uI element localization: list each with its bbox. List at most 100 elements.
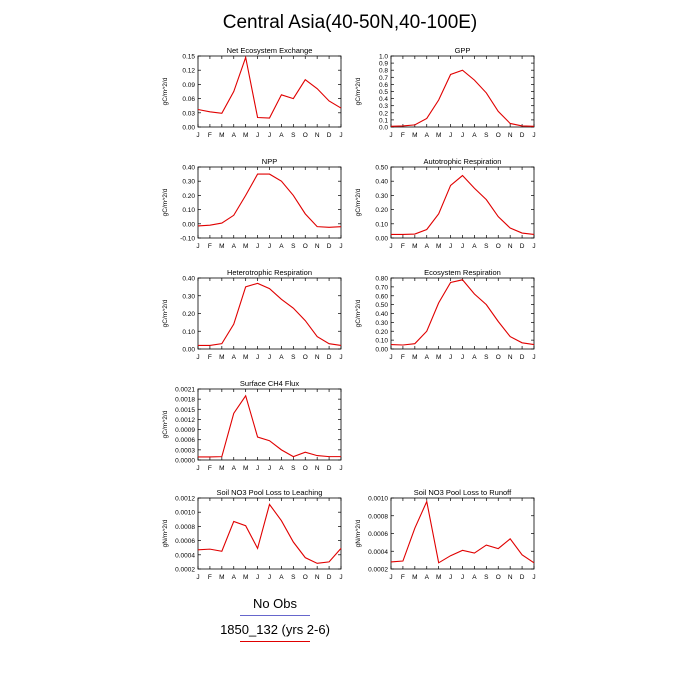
x-tick-label: A: [232, 132, 237, 139]
x-tick-label: A: [232, 354, 237, 361]
chart-svg: Soil NO3 Pool Loss to Leaching 0.0002 0.00…: [162, 488, 343, 581]
y-tick-label: 0.40: [182, 165, 195, 172]
x-tick-label: O: [496, 354, 501, 361]
x-tick-label: F: [401, 243, 405, 250]
y-tick-label: 0.0012: [175, 417, 195, 424]
y-tick-label: 0.0021: [175, 387, 195, 394]
x-tick-label: M: [412, 132, 417, 139]
x-tick-label: F: [401, 132, 405, 139]
x-tick-label: J: [389, 574, 392, 581]
legend-model: 1850_132 (yrs 2-6): [215, 622, 335, 646]
x-tick-label: M: [219, 354, 224, 361]
y-tick-label: 0.00: [375, 347, 388, 354]
x-tick-label: F: [208, 354, 212, 361]
x-tick-label: A: [279, 354, 284, 361]
y-tick-label: 0.20: [375, 329, 388, 336]
y-tick-label: 0.0002: [368, 567, 388, 574]
legend-obs: No Obs: [215, 596, 335, 620]
chart-svg: Net Ecosystem Exchange 0.00 0.03 0.06 0.09 0.…: [162, 46, 343, 139]
x-tick-label: A: [425, 132, 430, 139]
y-tick-label: 0.40: [375, 179, 388, 186]
x-tick-label: J: [196, 243, 199, 250]
x-tick-label: A: [279, 243, 284, 250]
y-tick-label: 0.0012: [175, 496, 195, 503]
x-tick-label: D: [327, 574, 332, 581]
x-tick-label: J: [461, 132, 464, 139]
x-tick-label: J: [532, 354, 535, 361]
y-tick-label: 0.0008: [368, 513, 388, 520]
x-tick-label: O: [303, 354, 308, 361]
x-tick-label: M: [219, 574, 224, 581]
x-tick-label: J: [461, 243, 464, 250]
x-tick-label: J: [256, 243, 259, 250]
x-tick-label: M: [243, 574, 248, 581]
y-tick-label: 0.0006: [175, 538, 195, 545]
y-tick-label: 0.0006: [175, 437, 195, 444]
y-tick-label: -0.10: [180, 236, 195, 243]
chart-title: Soil NO3 Pool Loss to Leaching: [217, 488, 323, 497]
x-tick-label: M: [412, 243, 417, 250]
y-tick-label: 0.09: [182, 82, 195, 89]
x-tick-label: J: [461, 574, 464, 581]
x-tick-label: S: [484, 132, 489, 139]
x-tick-label: J: [256, 354, 259, 361]
plot-frame: [390, 55, 535, 128]
chart-svg: Soil NO3 Pool Loss to Runoff 0.0002 0.0004…: [355, 488, 536, 581]
y-tick-label: 0.15: [182, 54, 195, 61]
x-tick-label: J: [268, 132, 271, 139]
x-tick-label: N: [508, 354, 513, 361]
figure-title: Central Asia(40-50N,40-100E): [222, 12, 478, 33]
y-axis-label: gC/m^2/d: [162, 410, 169, 438]
panel-surface-ch4-flux: Surface CH4 Flux 0.0000 0.0003 0.0006 0.0009…: [162, 379, 343, 479]
x-tick-label: S: [291, 132, 296, 139]
y-tick-label: 0.10: [182, 329, 195, 336]
y-tick-label: 0.40: [182, 276, 195, 283]
series-line: [197, 503, 342, 564]
x-tick-label: A: [279, 465, 284, 472]
x-tick-label: O: [496, 243, 501, 250]
y-tick-label: 0.2: [379, 110, 388, 117]
x-tick-label: A: [472, 354, 477, 361]
x-tick-label: S: [291, 354, 296, 361]
y-tick-label: 0.10: [182, 207, 195, 214]
x-tick-label: D: [520, 243, 525, 250]
y-tick-label: 0.03: [182, 110, 195, 117]
x-tick-label: O: [303, 465, 308, 472]
legend-model-line: [240, 641, 310, 642]
x-tick-label: J: [268, 354, 271, 361]
x-tick-label: A: [279, 132, 284, 139]
chart-svg: Ecosystem Respiration 0.00 0.10 0.20 0.30 0.4…: [355, 268, 536, 361]
x-tick-label: J: [268, 465, 271, 472]
x-tick-label: J: [532, 243, 535, 250]
x-tick-label: J: [256, 132, 259, 139]
y-axis-label: gN/m^2/d: [162, 519, 169, 547]
x-tick-label: J: [449, 132, 452, 139]
x-tick-label: J: [449, 243, 452, 250]
x-tick-label: J: [532, 574, 535, 581]
x-tick-label: J: [389, 354, 392, 361]
x-tick-label: M: [243, 243, 248, 250]
panel-autotrophic-respiration: Autotrophic Respiration 0.00 0.10 0.20 0.30 0…: [355, 157, 536, 257]
x-tick-label: A: [232, 574, 237, 581]
y-tick-label: 0.0018: [175, 397, 195, 404]
x-tick-label: A: [472, 132, 477, 139]
y-tick-label: 0.00: [182, 221, 195, 228]
legend-obs-label: No Obs: [252, 596, 298, 611]
y-axis-label: gC/m^2/d: [162, 77, 169, 105]
y-tick-label: 0.0004: [175, 552, 195, 559]
plot-frame: [197, 166, 342, 239]
x-tick-label: J: [339, 354, 342, 361]
y-axis-label: gC/m^2/d: [355, 299, 362, 327]
x-tick-label: A: [232, 243, 237, 250]
chart-title: GPP: [455, 46, 471, 55]
y-tick-label: 0.0009: [175, 427, 195, 434]
y-tick-label: 0.20: [182, 193, 195, 200]
chart-title: Soil NO3 Pool Loss to Runoff: [414, 488, 512, 497]
chart-title: Ecosystem Respiration: [424, 268, 501, 277]
x-tick-label: M: [436, 574, 441, 581]
y-tick-label: 0.00: [182, 347, 195, 354]
x-tick-label: M: [436, 132, 441, 139]
y-axis-label: gC/m^2/d: [355, 188, 362, 216]
y-tick-label: 0.40: [375, 311, 388, 318]
x-tick-label: A: [425, 574, 430, 581]
